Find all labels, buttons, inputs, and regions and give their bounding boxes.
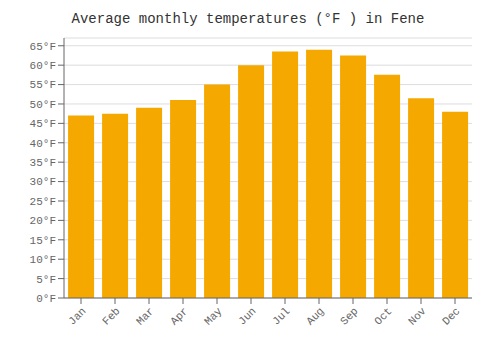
svg-text:Mar: Mar: [134, 305, 156, 327]
svg-text:Aug: Aug: [304, 305, 326, 327]
svg-text:Dec: Dec: [440, 305, 462, 327]
svg-text:30°F: 30°F: [30, 176, 56, 188]
svg-text:40°F: 40°F: [30, 138, 56, 150]
svg-text:25°F: 25°F: [30, 196, 56, 208]
svg-text:60°F: 60°F: [30, 60, 56, 72]
svg-text:35°F: 35°F: [30, 157, 56, 169]
svg-text:10°F: 10°F: [30, 254, 56, 266]
svg-text:5°F: 5°F: [36, 274, 56, 286]
svg-text:Nov: Nov: [406, 305, 429, 328]
svg-text:Apr: Apr: [168, 305, 190, 327]
svg-text:Sep: Sep: [338, 305, 360, 327]
svg-text:0°F: 0°F: [36, 293, 56, 305]
svg-text:20°F: 20°F: [30, 215, 56, 227]
svg-text:15°F: 15°F: [30, 235, 56, 247]
svg-text:Jun: Jun: [236, 305, 258, 327]
svg-text:65°F: 65°F: [30, 41, 56, 53]
svg-text:Jan: Jan: [66, 305, 88, 327]
svg-text:Jul: Jul: [270, 305, 292, 327]
svg-text:Oct: Oct: [372, 305, 394, 327]
html-text:Average monthly temperatures (: Average monthly temperatures (°F ) in Fe…: [71, 11, 425, 27]
svg-text:Feb: Feb: [100, 305, 122, 327]
svg-text:50°F: 50°F: [30, 99, 56, 111]
svg-text:55°F: 55°F: [30, 79, 56, 91]
svg-text:May: May: [202, 305, 225, 328]
svg-text:45°F: 45°F: [30, 118, 56, 130]
